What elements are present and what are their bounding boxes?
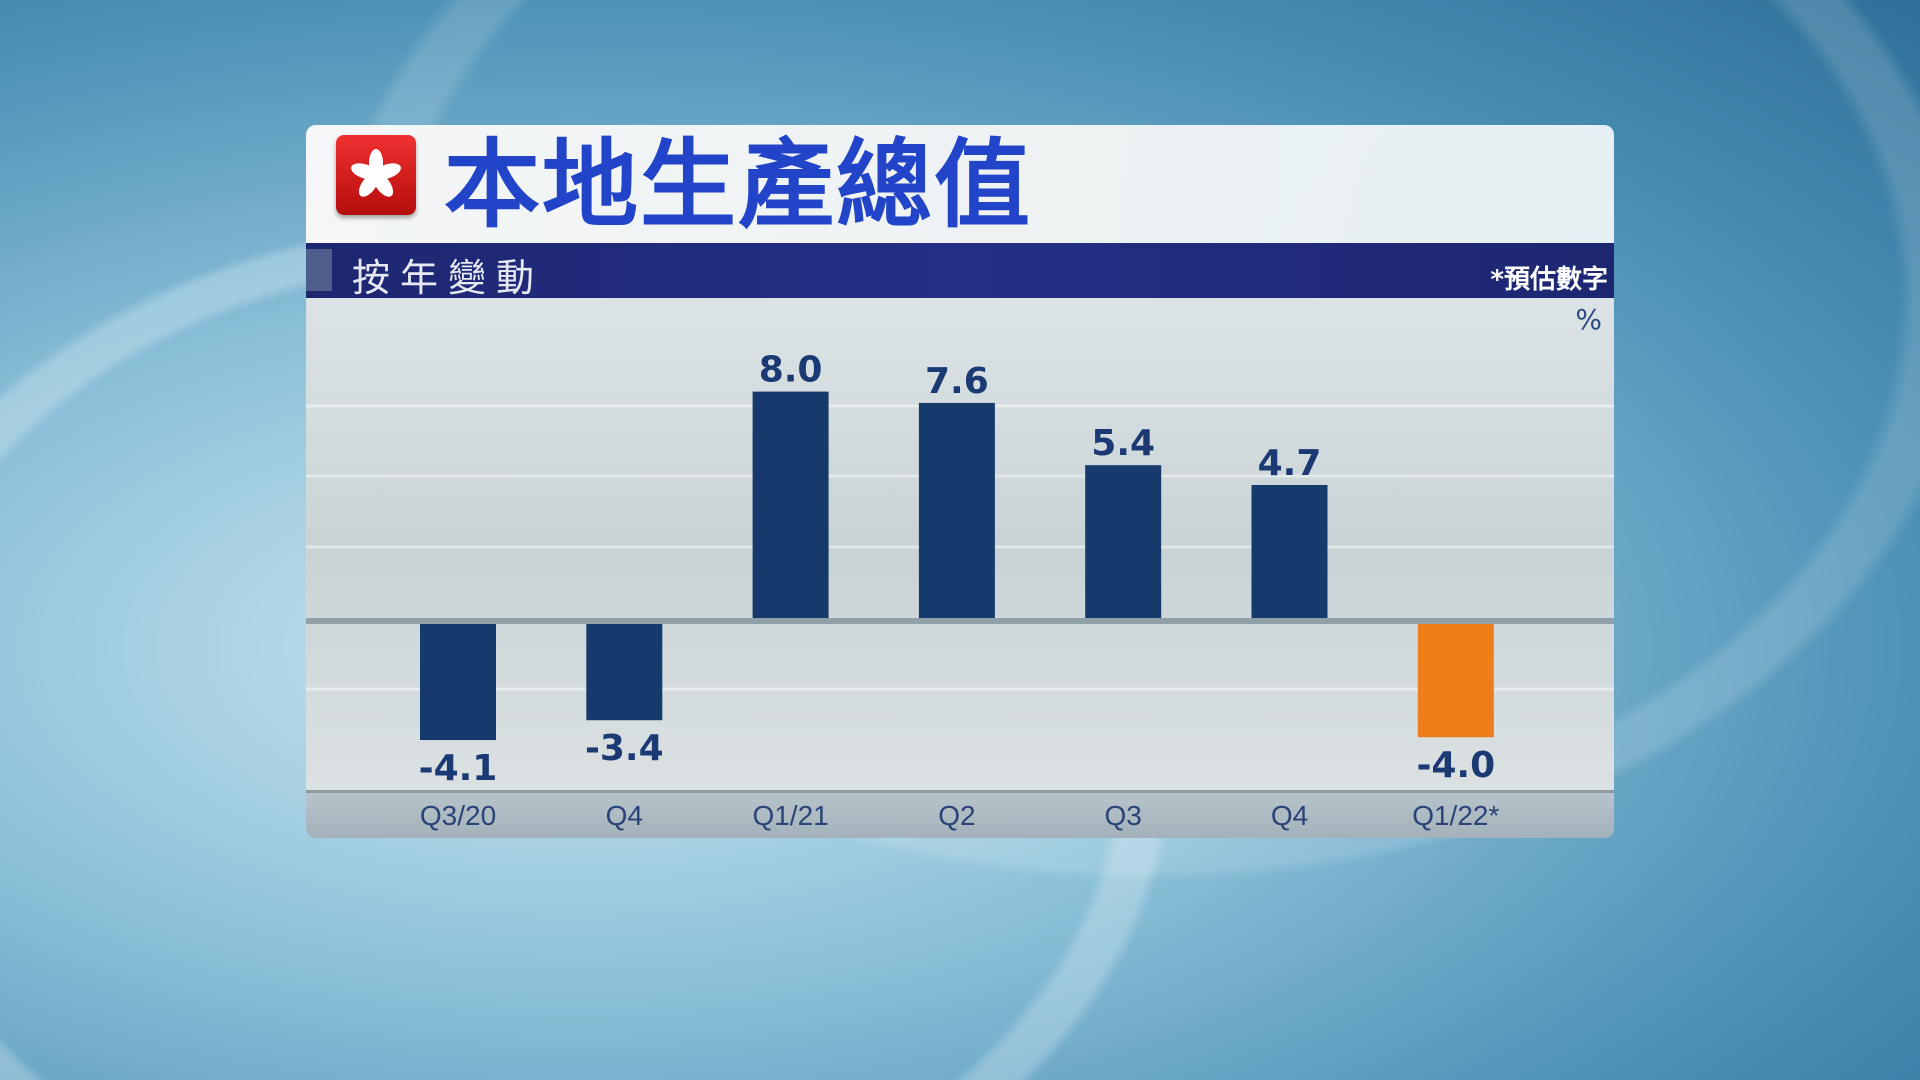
x-tick-label: Q1/22* <box>1412 800 1499 831</box>
hong-kong-flag-icon <box>336 135 416 215</box>
x-tick-label: Q4 <box>606 800 643 831</box>
x-tick-label: Q2 <box>938 800 975 831</box>
bar-Q4 <box>586 624 663 721</box>
subtitle-accent <box>306 249 332 291</box>
x-tick-label: Q3 <box>1105 800 1142 831</box>
x-axis-strip <box>306 790 1614 838</box>
chart-panel: 本地生產總值 按年變動 *預估數字 % -4.1 Q3/20 -3.4 Q4 8.0 Q1… <box>306 125 1614 838</box>
x-tick-label: Q4 <box>1271 800 1308 831</box>
x-tick-label: Q3/20 <box>420 800 496 831</box>
chart-title: 本地生產總值 <box>444 129 1032 241</box>
data-label: -4.1 <box>419 748 498 789</box>
data-label: -4.0 <box>1416 745 1495 786</box>
bar-Q3 <box>1085 465 1162 618</box>
data-label: 4.7 <box>1258 443 1322 484</box>
chart-subtitle: 按年變動 <box>352 256 545 300</box>
title-bar: 本地生產總值 <box>306 125 1614 243</box>
data-label: -3.4 <box>585 728 664 769</box>
x-tick-label: Q1/21 <box>752 800 828 831</box>
bar-chart: -4.1 Q3/20 -3.4 Q4 8.0 Q1/21 7.6 Q2 5.4 Q3 4.7 Q4 -4… <box>306 350 1614 831</box>
subtitle-bar: 按年變動 *預估數字 <box>306 243 1614 300</box>
data-label: 7.6 <box>925 361 989 402</box>
unit-label: % <box>1575 303 1602 336</box>
data-label: 5.4 <box>1091 423 1155 464</box>
bar-Q1/21 <box>752 391 829 618</box>
bar-Q4 <box>1251 484 1328 618</box>
footnote-estimate: *預估數字 <box>1490 265 1608 295</box>
bar-Q1/22* <box>1417 624 1494 738</box>
bar-Q2 <box>918 402 995 618</box>
data-label: 8.0 <box>759 350 823 391</box>
bar-Q3/20 <box>420 624 496 741</box>
